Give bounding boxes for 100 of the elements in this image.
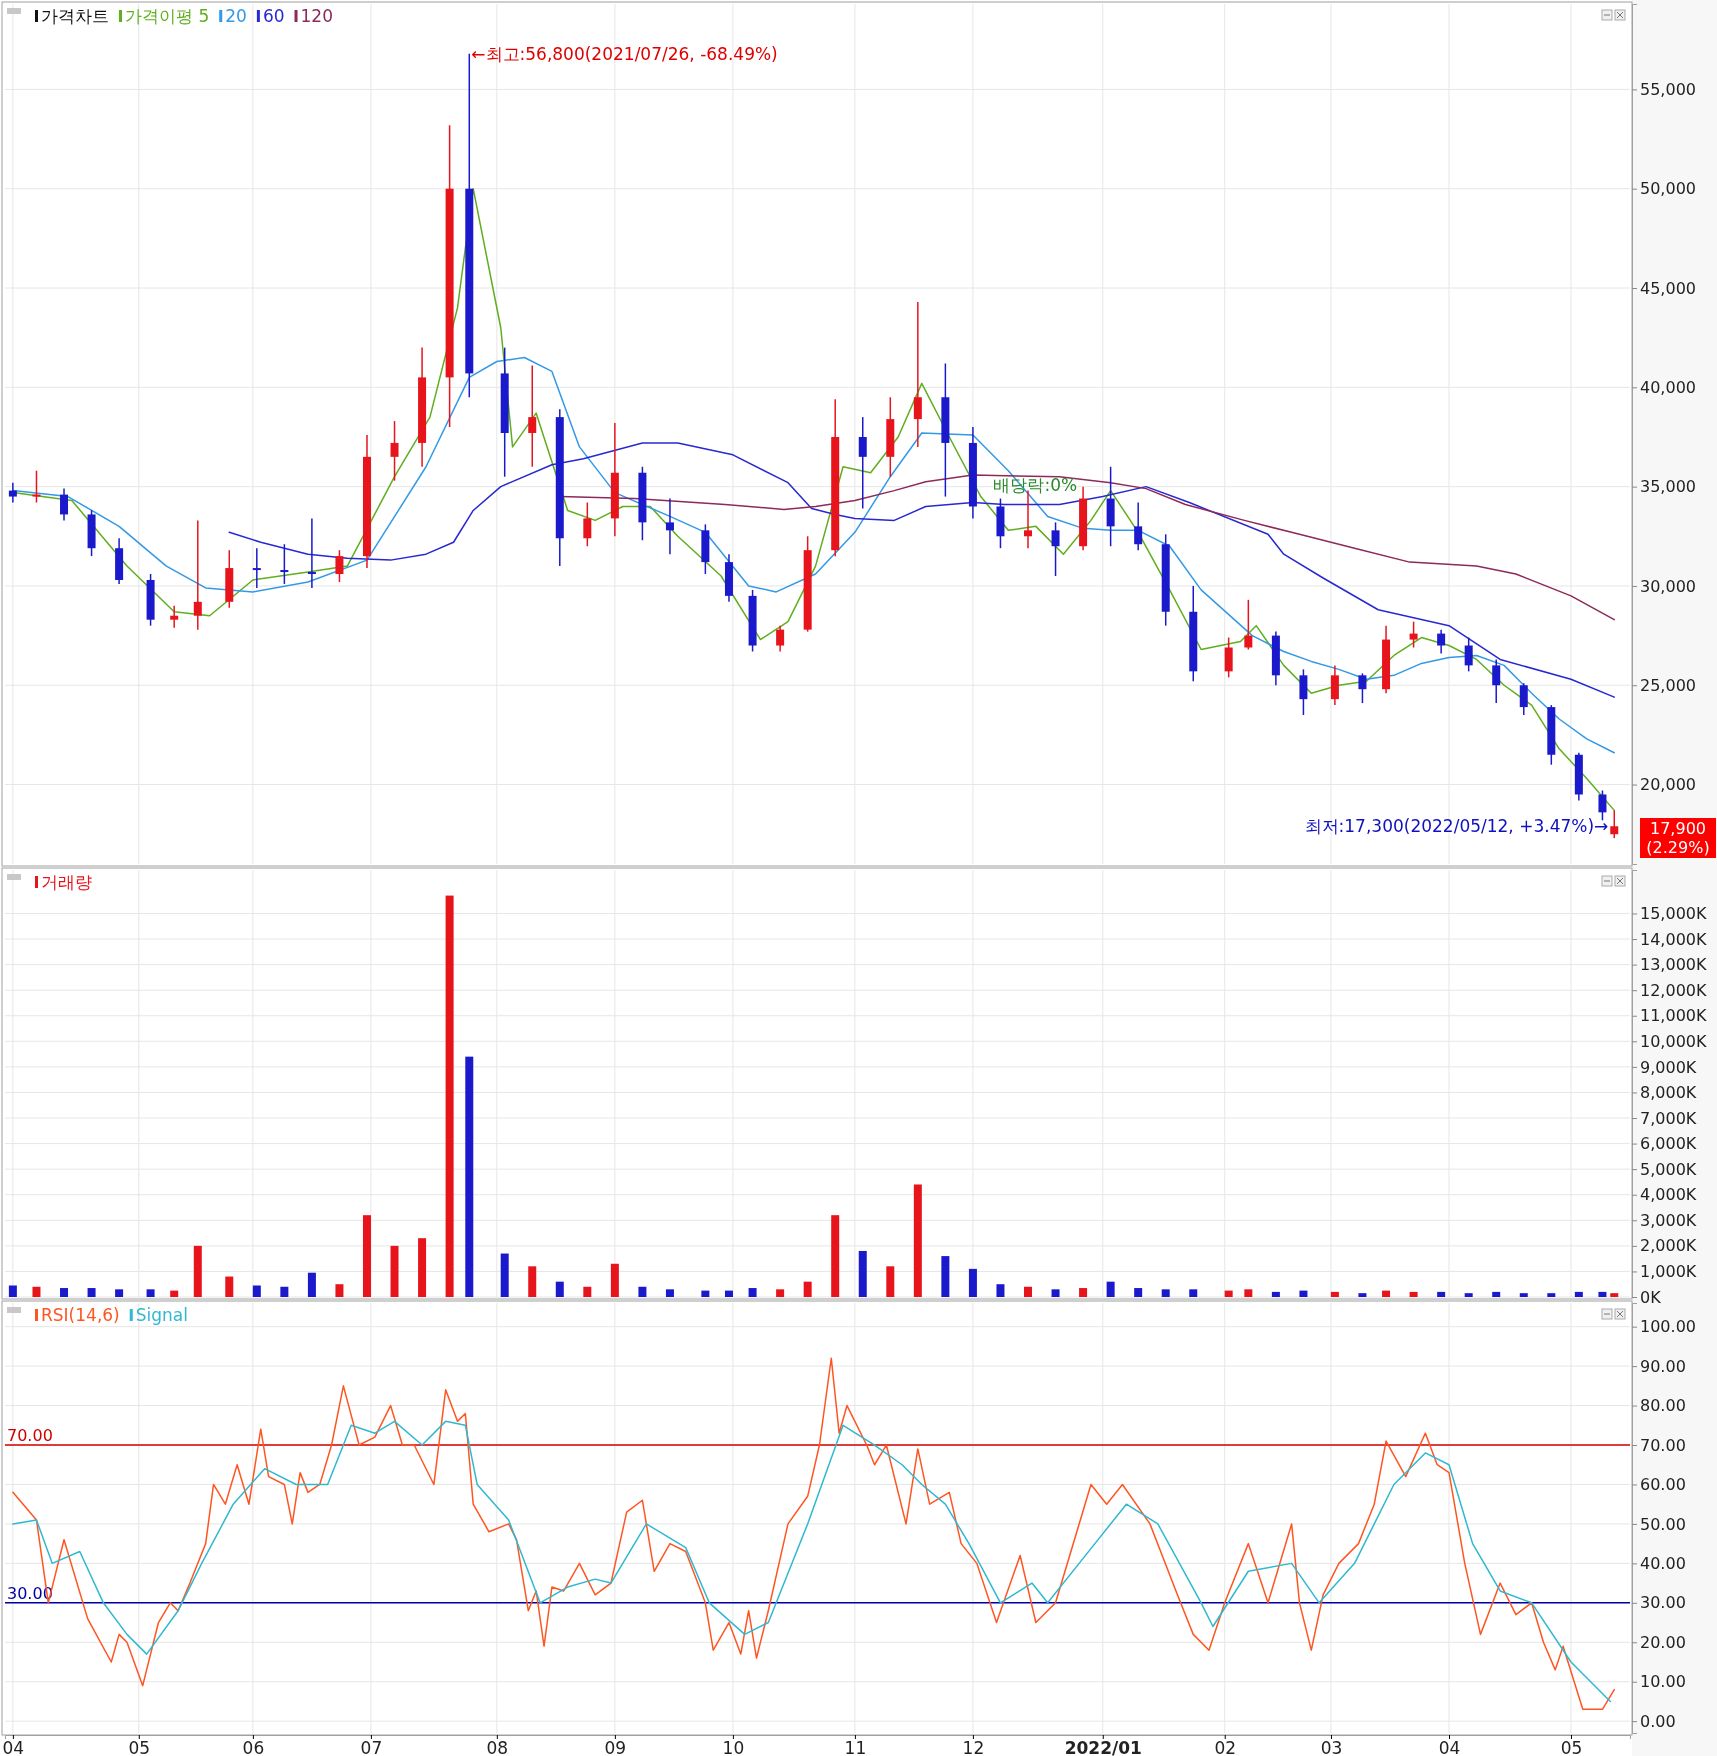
- bar: [610, 1263, 619, 1297]
- y-tick-label: 55,000: [1640, 80, 1696, 100]
- bar: [193, 1245, 202, 1297]
- x-tick-label: 06: [242, 1738, 265, 1756]
- candlestick: [32, 469, 41, 504]
- legend-label: RSI(14,6): [41, 1305, 120, 1325]
- candlestick: [1519, 682, 1528, 716]
- legend-label: 가격이평 5: [125, 6, 210, 26]
- bar: [1598, 1291, 1607, 1297]
- bar: [913, 1184, 922, 1297]
- bar: [32, 1286, 41, 1297]
- bar: [362, 1215, 371, 1297]
- bar: [1224, 1290, 1233, 1297]
- bar: [8, 1285, 17, 1297]
- y-tick-label: 0.00: [1640, 1711, 1676, 1731]
- candlestick: [1330, 664, 1339, 706]
- y-tick-label: 1,000K: [1640, 1262, 1697, 1282]
- y-tick-label: 10,000K: [1640, 1031, 1707, 1051]
- bar: [225, 1276, 234, 1297]
- y-tick-label: 45,000: [1640, 278, 1696, 298]
- line-series: [228, 442, 1616, 698]
- bar: [724, 1290, 733, 1297]
- bar: [146, 1289, 155, 1297]
- y-tick-label: 0K: [1640, 1287, 1662, 1307]
- candlestick: [913, 301, 922, 448]
- x-tick-label: 04: [1438, 1738, 1461, 1756]
- bar: [418, 1238, 427, 1297]
- candlestick: [1437, 628, 1446, 655]
- candlestick: [1409, 620, 1418, 649]
- candlestick: [8, 481, 17, 504]
- x-tick-label: 05: [1560, 1738, 1583, 1756]
- candlestick: [170, 605, 179, 629]
- y-tick-label: 100.00: [1640, 1317, 1696, 1337]
- x-tick-label: 02: [1214, 1738, 1237, 1756]
- bar: [665, 1289, 674, 1297]
- y-tick-label: 13,000K: [1640, 955, 1707, 975]
- bar: [831, 1215, 840, 1297]
- y-tick-label: 11,000K: [1640, 1006, 1707, 1026]
- candlestick: [1299, 668, 1308, 716]
- bar: [1299, 1290, 1308, 1297]
- candlestick: [390, 420, 399, 482]
- y-tick-label: 15,000K: [1640, 904, 1707, 924]
- y-tick-label: 20.00: [1640, 1632, 1686, 1652]
- bar: [1492, 1291, 1501, 1297]
- y-tick-label: 40,000: [1640, 377, 1696, 397]
- bar: [1330, 1291, 1339, 1297]
- candlestick: [1051, 521, 1060, 577]
- y-tick-label: 35,000: [1640, 477, 1696, 497]
- bar: [941, 1256, 950, 1297]
- candlestick: [252, 547, 261, 589]
- y-tick-label: 50.00: [1640, 1514, 1686, 1534]
- bar: [858, 1250, 867, 1297]
- y-tick-label: 10.00: [1640, 1672, 1686, 1692]
- y-tick-label: 7,000K: [1640, 1108, 1697, 1128]
- annotation: ←최고:56,800(2021/07/26, -68.49%): [471, 43, 778, 64]
- bar: [170, 1290, 179, 1297]
- y-tick-label: 70.00: [1640, 1435, 1686, 1455]
- y-tick-label: 14,000K: [1640, 929, 1707, 949]
- y-tick-label: 3,000K: [1640, 1210, 1697, 1230]
- y-tick-label: 9,000K: [1640, 1057, 1697, 1077]
- bar: [1024, 1286, 1032, 1297]
- candlestick: [193, 519, 202, 631]
- bar: [583, 1286, 592, 1297]
- bar: [1079, 1288, 1088, 1297]
- y-tick-label: 90.00: [1640, 1356, 1686, 1376]
- bar: [1244, 1289, 1253, 1297]
- bar: [638, 1286, 647, 1297]
- legend-label: 20: [225, 6, 247, 26]
- y-tick-label: 8,000K: [1640, 1083, 1697, 1103]
- bar: [60, 1288, 69, 1297]
- bar: [1271, 1291, 1280, 1297]
- candlestick: [1464, 636, 1473, 673]
- bar: [803, 1281, 812, 1297]
- y-tick-label: 80.00: [1640, 1396, 1686, 1416]
- x-tick-label: 04: [2, 1738, 25, 1756]
- bar: [886, 1266, 895, 1297]
- bar: [701, 1290, 710, 1297]
- bar: [335, 1284, 344, 1297]
- bar: [252, 1285, 261, 1297]
- bar: [307, 1272, 316, 1297]
- bar: [1051, 1289, 1060, 1297]
- y-tick-label: 30,000: [1640, 576, 1696, 596]
- candlestick: [1244, 599, 1253, 651]
- candlestick: [60, 487, 69, 522]
- bar: [1610, 1293, 1619, 1297]
- y-tick-label: 6,000K: [1640, 1134, 1697, 1154]
- bar: [445, 895, 454, 1297]
- x-tick-label: 05: [128, 1738, 151, 1756]
- candlestick: [858, 416, 867, 510]
- candlestick: [307, 517, 316, 589]
- legend-label: 60: [262, 6, 285, 26]
- candlestick: [1492, 658, 1501, 704]
- bar: [115, 1289, 124, 1297]
- x-tick-label: 10: [722, 1738, 745, 1756]
- bar: [87, 1288, 96, 1297]
- y-tick-label: 2,000K: [1640, 1236, 1697, 1256]
- candlestick: [665, 497, 674, 555]
- bar: [1574, 1291, 1583, 1297]
- ref-line-label: 70.00: [7, 1426, 53, 1446]
- legend-label: Signal: [135, 1305, 188, 1325]
